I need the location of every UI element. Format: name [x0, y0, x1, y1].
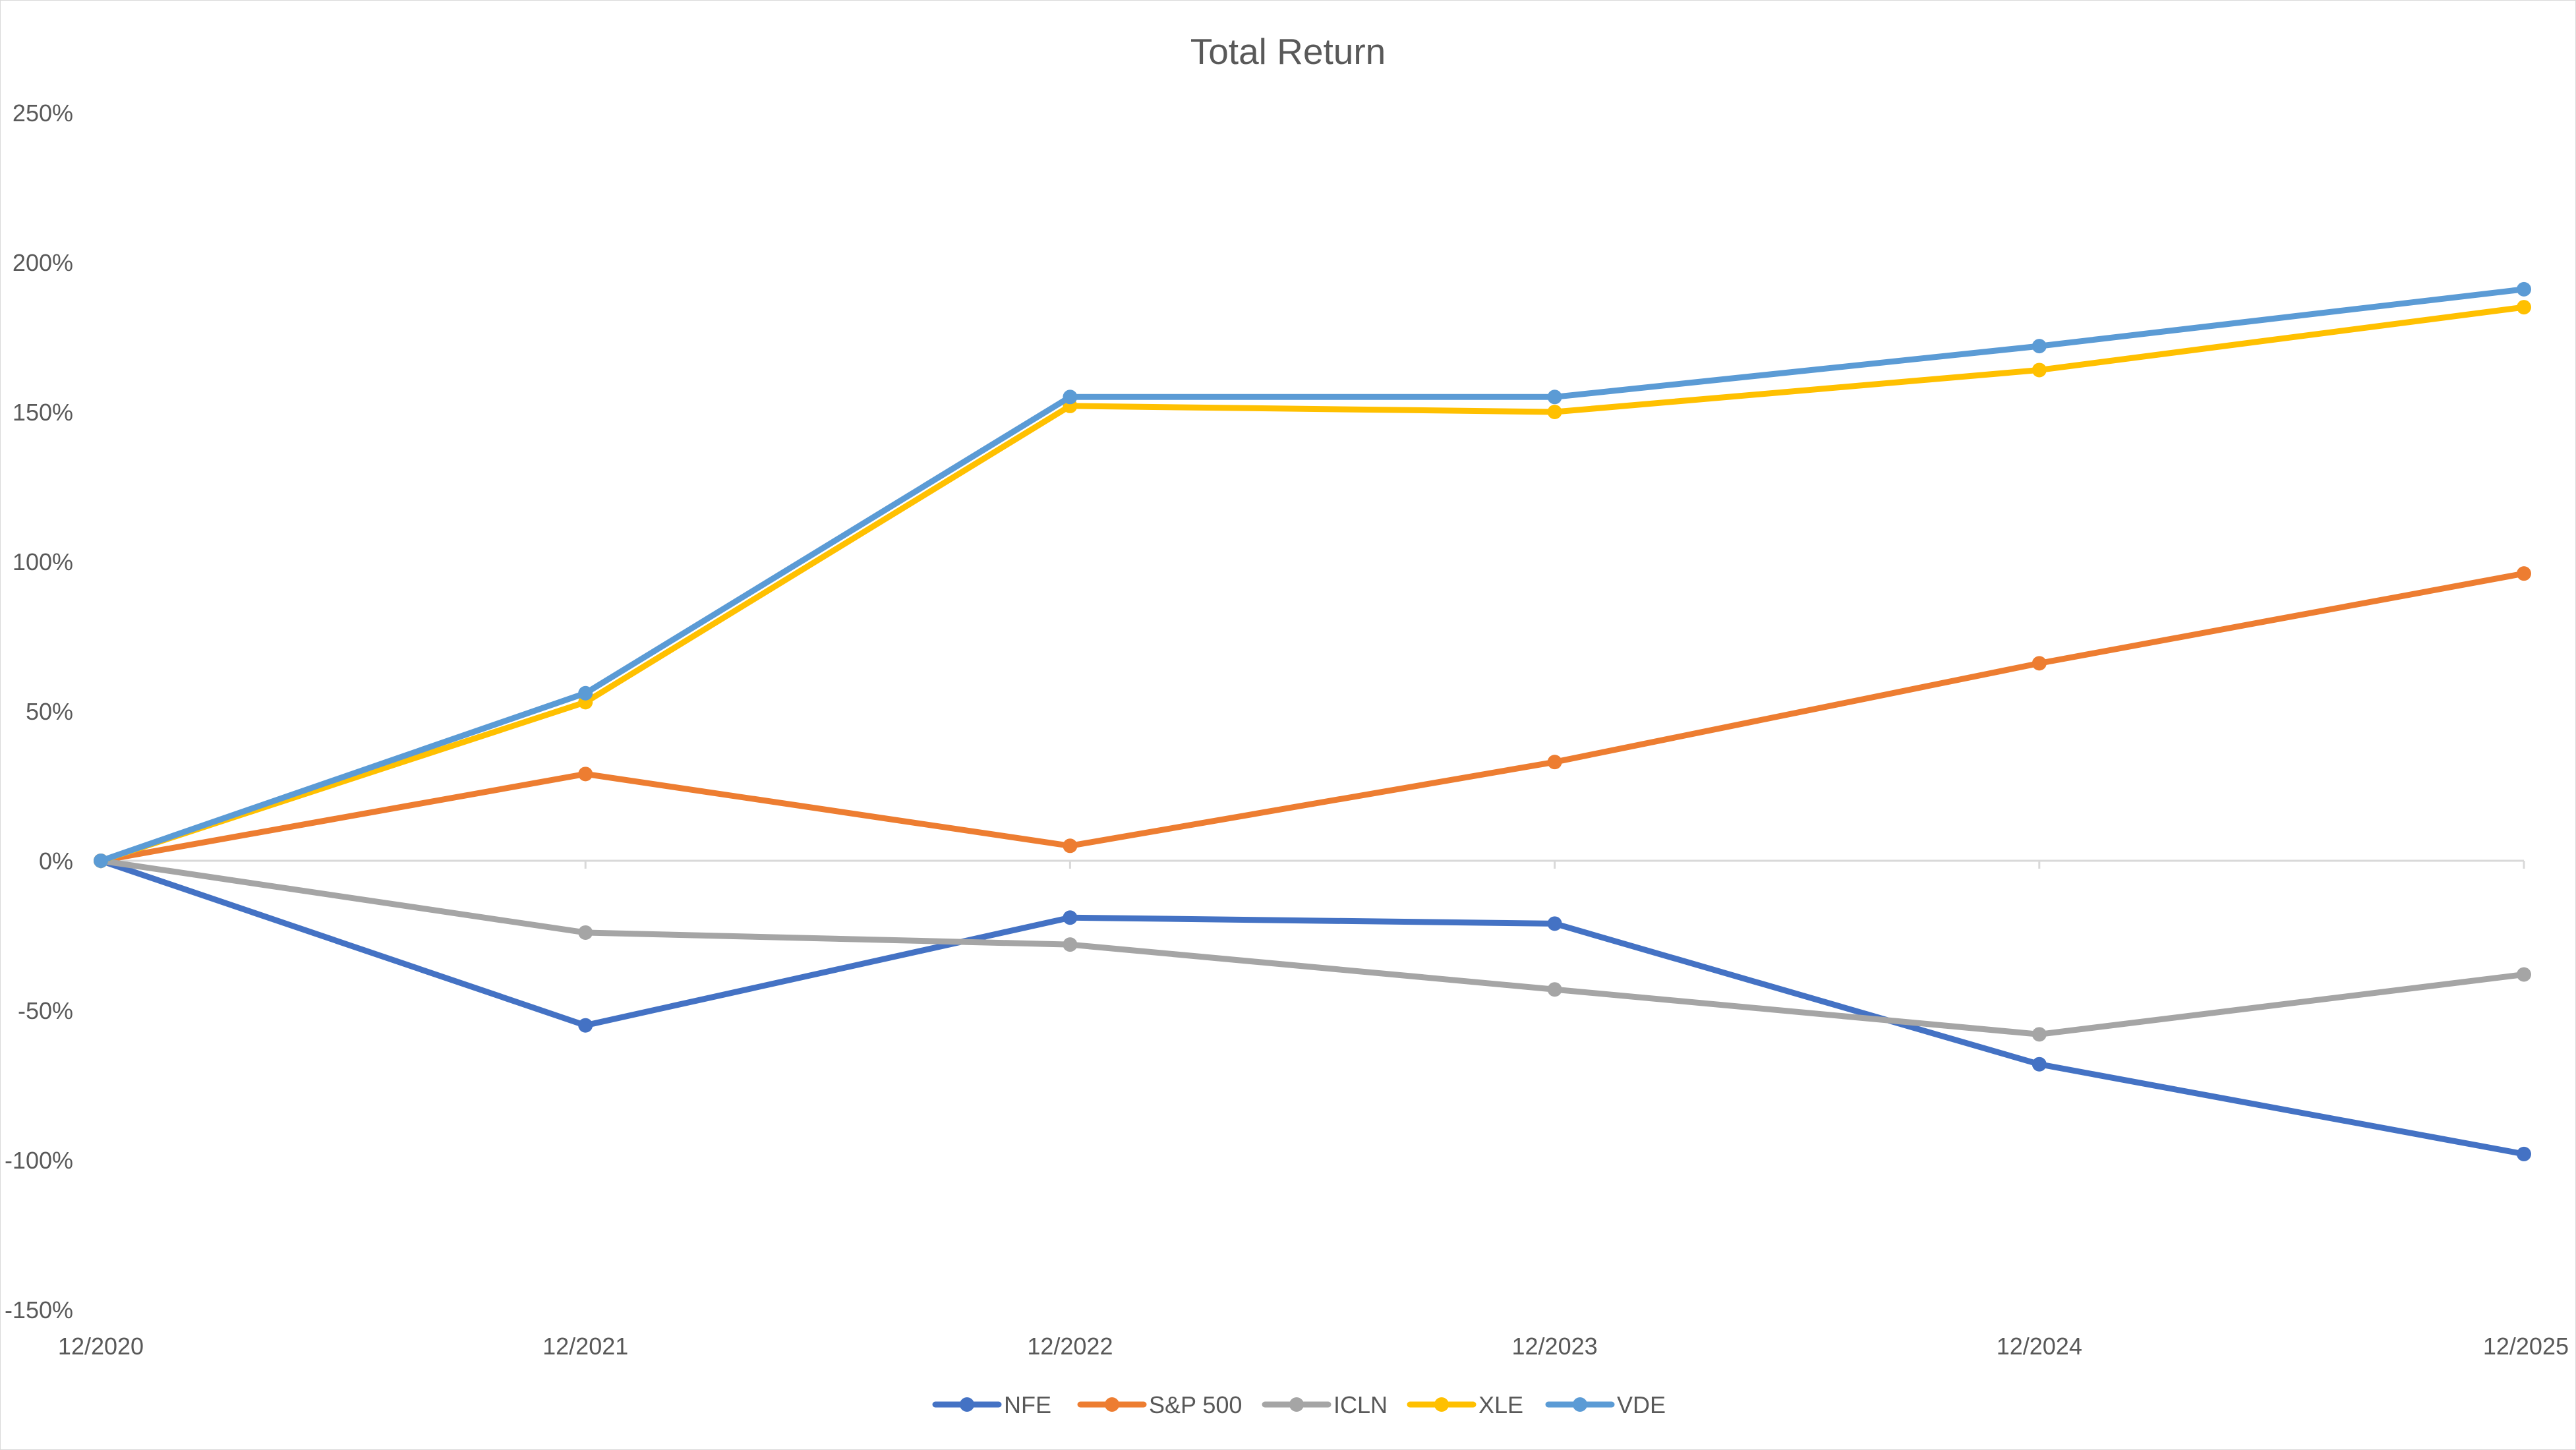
series-vde — [94, 281, 2531, 868]
data-point — [1063, 910, 1078, 925]
series-icln — [94, 854, 2531, 1042]
legend-item-s-p-500: S&P 500 — [1077, 1391, 1242, 1418]
series-group — [94, 281, 2531, 1161]
legend-marker — [1573, 1397, 1587, 1412]
data-point — [1547, 916, 1562, 931]
x-tick-label: 12/2024 — [1997, 1333, 2082, 1360]
data-point — [1547, 755, 1562, 770]
y-tick-label: 50% — [26, 698, 73, 725]
data-point — [1547, 405, 1562, 419]
data-point — [1063, 937, 1078, 952]
data-point — [2517, 300, 2531, 315]
y-tick-label: -150% — [5, 1296, 73, 1323]
y-tick-label: 0% — [39, 848, 73, 875]
data-point — [2032, 1057, 2047, 1072]
legend-item-vde: VDE — [1545, 1391, 1666, 1418]
data-point — [1063, 838, 1078, 854]
x-tick-label: 12/2023 — [1512, 1333, 1598, 1360]
legend-label: NFE — [1004, 1391, 1051, 1418]
legend-marker — [960, 1397, 974, 1412]
series-line-xle — [98, 304, 2527, 864]
legend-item-icln: ICLN — [1262, 1391, 1388, 1418]
y-tick-label: -100% — [5, 1147, 73, 1174]
data-point — [2032, 656, 2047, 671]
legend-label: S&P 500 — [1149, 1391, 1242, 1418]
data-point — [1063, 390, 1078, 405]
data-point — [2032, 1027, 2047, 1042]
x-tick-label: 12/2025 — [2483, 1333, 2569, 1360]
legend-item-nfe: NFE — [932, 1391, 1051, 1418]
series-line-icln — [98, 857, 2527, 1037]
axes: 250% 200% 150% 100% 50% 0% -50% -100% -150% 12/20… — [5, 100, 2569, 1360]
data-point — [2032, 362, 2047, 378]
x-tick-label: 12/2021 — [542, 1333, 628, 1360]
series-line-vde — [98, 286, 2527, 864]
data-point — [2517, 566, 2531, 581]
data-point — [2517, 281, 2531, 297]
data-point — [2032, 339, 2047, 354]
data-point — [578, 767, 593, 782]
chart-title: Total Return — [1190, 31, 1386, 72]
y-tick-label: 250% — [13, 100, 73, 127]
y-tick-label: 100% — [13, 548, 73, 575]
series-s-p-500 — [94, 566, 2531, 868]
data-point — [1547, 390, 1562, 405]
data-point — [2517, 967, 2531, 982]
x-tick-label: 12/2020 — [58, 1333, 144, 1360]
legend-item-xle: XLE — [1407, 1391, 1523, 1418]
legend: NFE S&P 500 ICLN XLE VDE — [932, 1391, 1666, 1418]
y-tick-label: 200% — [13, 249, 73, 276]
legend-marker — [1289, 1397, 1304, 1412]
data-point — [94, 854, 108, 868]
series-nfe — [94, 854, 2531, 1161]
legend-marker — [1434, 1397, 1449, 1412]
legend-marker — [1105, 1397, 1119, 1412]
data-point — [578, 685, 593, 701]
y-tick-label: -50% — [18, 997, 73, 1024]
legend-label: XLE — [1478, 1391, 1523, 1418]
legend-label: VDE — [1617, 1391, 1666, 1418]
series-xle — [94, 300, 2531, 868]
series-line-nfe — [98, 857, 2527, 1157]
data-point — [578, 925, 593, 940]
series-line-s-p-500 — [98, 570, 2527, 864]
y-tick-label: 150% — [13, 399, 73, 426]
legend-label: ICLN — [1333, 1391, 1388, 1418]
data-point — [578, 1018, 593, 1033]
x-tick-label: 12/2022 — [1027, 1333, 1113, 1360]
data-point — [2517, 1146, 2531, 1161]
data-point — [1547, 982, 1562, 997]
